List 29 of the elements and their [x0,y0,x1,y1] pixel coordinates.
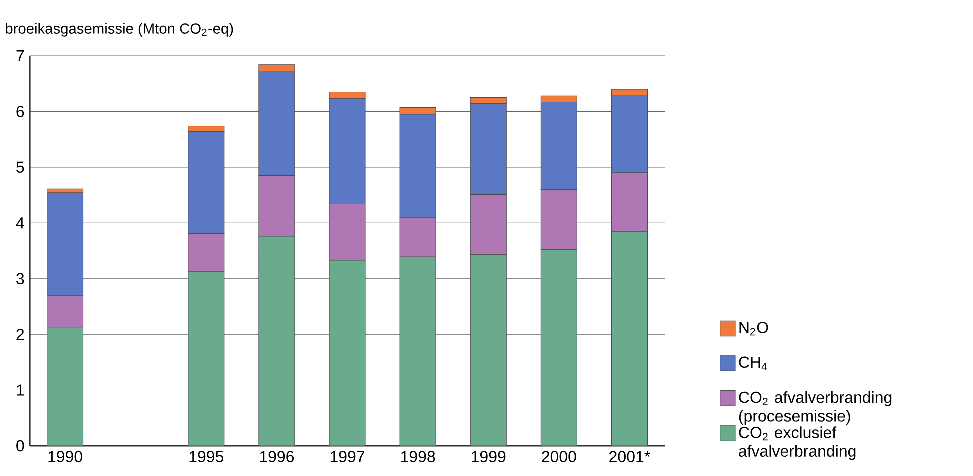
bar [540,250,578,446]
legend-label: CO$_{2}$ exclusief afvalverbranding [739,426,856,460]
legend-label: N$_{2}$O [740,322,768,336]
x-tick-label: 1990 [48,451,82,462]
bar [188,271,225,446]
legend-label: CO$_{2}$ afvalverbranding (procesemissie) [739,391,892,426]
y-tick-label: 5 [16,162,24,174]
x-tick-label: 1995 [190,451,224,462]
y-tick-label: 6 [16,106,24,118]
x-tick-label: 2001* [610,451,650,462]
x-tick-label: 1996 [260,451,294,462]
bar [258,236,296,446]
bar [47,327,84,446]
bar [329,260,366,446]
y-tick-label: 7 [16,50,24,62]
y-tick-label: 0 [16,440,24,452]
bar [400,256,436,446]
y-tick-label: 3 [16,273,24,285]
bar [611,232,648,446]
bar [470,254,507,446]
y-axis-title: broeikasgasemissie (Mton CO$_{2}$-eq) [6,23,234,37]
x-tick-label: 1999 [472,451,506,462]
y-tick-label: 4 [16,218,24,229]
y-tick-label: 2 [16,328,24,340]
y-tick-label: 1 [17,384,24,396]
legend-label: CH$_{4}$ [739,356,768,370]
x-tick-label: 2000 [542,451,576,462]
x-tick-label: 1997 [330,451,364,462]
x-tick-label: 1998 [401,451,436,462]
